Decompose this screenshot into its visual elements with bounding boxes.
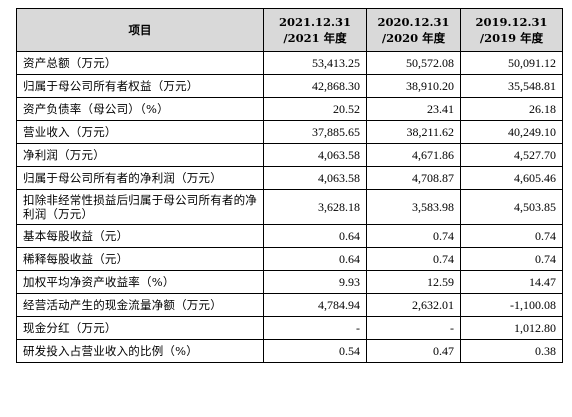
value-2021: 0.54 [263,339,367,363]
value-2021: - [263,316,367,340]
value-2019: 4,527.70 [460,143,563,167]
header-2020-year: /2020 年度 [381,31,446,45]
row-revenue: 营业收入（万元） 37,885.65 38,211.62 40,249.10 [16,120,563,144]
row-label: 基本每股收益（元） [16,224,264,248]
row-debt-ratio: 资产负债率（母公司）（%） 20.52 23.41 26.18 [16,97,563,121]
row-diluted-eps: 稀释每股收益（元） 0.64 0.74 0.74 [16,247,563,271]
header-2019-year: /2019 年度 [479,31,544,45]
row-label: 加权平均净资产收益率（%） [16,270,264,294]
row-roe: 加权平均净资产收益率（%） 9.93 12.59 14.47 [16,270,563,294]
value-2020: - [366,316,461,340]
row-label: 净利润（万元） [16,143,264,167]
value-2019: 0.74 [460,224,563,248]
value-2019: -1,100.08 [460,293,563,317]
row-label: 稀释每股收益（元） [16,247,264,271]
value-2020: 38,910.20 [366,74,461,98]
value-2021: 20.52 [263,97,367,121]
row-cash-dividend: 现金分红（万元） - - 1,012.80 [16,316,563,340]
header-2020: 2020.12.31 /2020 年度 [366,8,461,52]
value-2021: 4,063.58 [263,143,367,167]
row-rd-ratio: 研发投入占营业收入的比例（%） 0.54 0.47 0.38 [16,339,563,363]
header-2021-date: 2021.12.31 [278,15,352,29]
row-parent-equity: 归属于母公司所有者权益（万元） 42,868.30 38,910.20 35,5… [16,74,563,98]
header-2021: 2021.12.31 /2021 年度 [263,8,367,52]
row-label: 归属于母公司所有者权益（万元） [16,74,264,98]
row-net-profit: 净利润（万元） 4,063.58 4,671.86 4,527.70 [16,143,563,167]
value-2020: 3,583.98 [366,189,461,225]
value-2019: 26.18 [460,97,563,121]
value-2020: 0.47 [366,339,461,363]
value-2020: 23.41 [366,97,461,121]
value-2021: 4,063.58 [263,166,367,190]
value-2020: 2,632.01 [366,293,461,317]
value-2019: 40,249.10 [460,120,563,144]
row-label: 资产负债率（母公司）（%） [16,97,264,121]
value-2021: 4,784.94 [263,293,367,317]
value-2020: 0.74 [366,247,461,271]
value-2019: 0.38 [460,339,563,363]
header-item: 项目 [16,8,264,52]
value-2021: 42,868.30 [263,74,367,98]
row-label: 归属于母公司所有者的净利润（万元） [16,166,264,190]
row-total-assets: 资产总额（万元） 53,413.25 50,572.08 50,091.12 [16,51,563,75]
value-2019: 35,548.81 [460,74,563,98]
value-2020: 0.74 [366,224,461,248]
row-label: 现金分红（万元） [16,316,264,340]
header-row: 项目 2021.12.31 /2021 年度 2020.12.31 /2020 … [16,8,563,52]
row-basic-eps: 基本每股收益（元） 0.64 0.74 0.74 [16,224,563,248]
financial-summary-table: 项目 2021.12.31 /2021 年度 2020.12.31 /2020 … [16,8,563,363]
value-2021: 9.93 [263,270,367,294]
row-label: 扣除非经常性损益后归属于母公司所有者的净利润（万元） [16,189,264,225]
row-adjusted-net-profit: 扣除非经常性损益后归属于母公司所有者的净利润（万元） 3,628.18 3,58… [16,189,563,225]
value-2019: 14.47 [460,270,563,294]
value-2021: 37,885.65 [263,120,367,144]
value-2021: 53,413.25 [263,51,367,75]
row-parent-net-profit: 归属于母公司所有者的净利润（万元） 4,063.58 4,708.87 4,60… [16,166,563,190]
value-2020: 12.59 [366,270,461,294]
header-2020-date: 2020.12.31 [377,15,450,29]
value-2020: 50,572.08 [366,51,461,75]
value-2019: 4,605.46 [460,166,563,190]
header-item-label: 项目 [128,23,152,37]
value-2021: 0.64 [263,247,367,271]
header-2019-date: 2019.12.31 [475,15,548,29]
header-2019: 2019.12.31 /2019 年度 [460,8,563,52]
header-2021-year: /2021 年度 [283,31,347,45]
value-2019: 50,091.12 [460,51,563,75]
value-2020: 38,211.62 [366,120,461,144]
value-2020: 4,671.86 [366,143,461,167]
row-label: 经营活动产生的现金流量净额（万元） [16,293,264,317]
row-operating-cash-flow: 经营活动产生的现金流量净额（万元） 4,784.94 2,632.01 -1,1… [16,293,563,317]
row-label: 资产总额（万元） [16,51,264,75]
value-2020: 4,708.87 [366,166,461,190]
value-2021: 0.64 [263,224,367,248]
value-2019: 1,012.80 [460,316,563,340]
row-label: 研发投入占营业收入的比例（%） [16,339,264,363]
value-2021: 3,628.18 [263,189,367,225]
value-2019: 0.74 [460,247,563,271]
row-label: 营业收入（万元） [16,120,264,144]
value-2019: 4,503.85 [460,189,563,225]
